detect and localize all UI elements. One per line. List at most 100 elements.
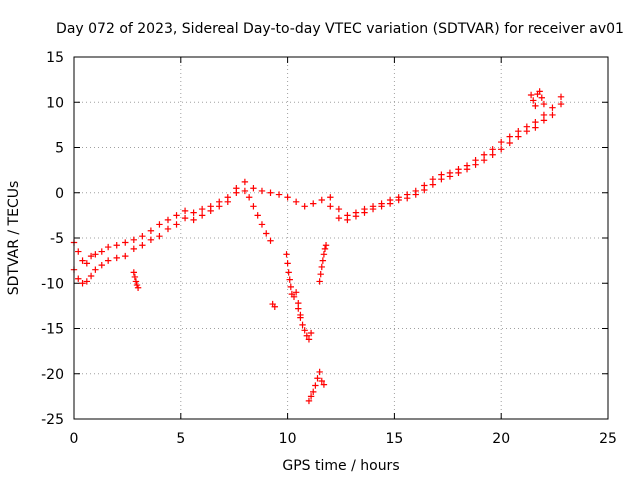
data-point xyxy=(498,138,505,146)
data-point xyxy=(404,194,411,202)
y-tick-label: -20 xyxy=(41,367,64,383)
data-point xyxy=(79,257,86,264)
data-point xyxy=(549,104,556,111)
data-point xyxy=(104,243,112,251)
data-point xyxy=(463,166,471,173)
x-tick-label: 15 xyxy=(385,431,403,447)
data-point xyxy=(297,314,304,321)
data-point xyxy=(310,200,317,207)
data-point xyxy=(284,260,291,267)
data-point xyxy=(361,209,368,216)
data-point xyxy=(98,261,105,269)
data-point xyxy=(241,178,249,186)
data-point xyxy=(122,252,129,260)
data-point xyxy=(352,213,360,220)
y-tick-label: 5 xyxy=(55,141,64,157)
data-marks xyxy=(70,88,565,405)
data-point xyxy=(532,118,539,126)
data-point xyxy=(314,375,321,382)
tick-labels: 0 5 10 15 20 25 -25 -20 -15 -10 -5 0 5 10 15 xyxy=(41,50,617,447)
data-point xyxy=(139,242,146,249)
data-point xyxy=(292,289,300,296)
data-point xyxy=(307,329,315,337)
data-point xyxy=(190,209,197,216)
x-tick-label: 5 xyxy=(176,431,185,447)
data-point xyxy=(327,203,334,210)
data-point xyxy=(412,191,419,198)
data-point xyxy=(198,212,206,219)
data-point xyxy=(299,321,306,329)
data-point xyxy=(301,203,308,210)
data-point xyxy=(283,251,290,258)
data-point xyxy=(557,100,565,108)
data-point xyxy=(286,276,293,283)
data-point xyxy=(327,194,334,201)
data-point xyxy=(113,254,120,262)
data-point xyxy=(523,128,531,135)
series-excursion-b xyxy=(245,194,274,244)
data-point xyxy=(181,214,189,222)
data-point xyxy=(429,175,437,183)
data-point xyxy=(216,203,223,210)
data-point xyxy=(498,146,505,153)
data-point xyxy=(307,393,315,400)
data-point xyxy=(224,198,231,205)
data-point xyxy=(540,117,548,124)
data-point xyxy=(295,299,302,307)
data-point xyxy=(285,269,292,276)
data-point xyxy=(287,283,295,291)
data-point xyxy=(275,191,283,198)
series-excursion-g xyxy=(316,242,330,285)
series-excursion-h xyxy=(527,88,548,110)
data-point xyxy=(131,273,139,281)
data-point xyxy=(438,175,445,183)
data-point xyxy=(480,151,488,158)
data-point xyxy=(147,236,155,244)
data-point xyxy=(506,139,513,147)
chart-title: Day 072 of 2023, Sidereal Day-to-day VTE… xyxy=(56,21,624,37)
y-tick-label: 15 xyxy=(46,50,64,66)
data-point xyxy=(369,205,377,213)
data-point xyxy=(130,236,138,244)
data-point xyxy=(104,257,112,264)
data-point xyxy=(87,252,95,260)
data-point xyxy=(130,245,138,253)
data-point xyxy=(318,263,325,271)
series-excursion-f xyxy=(305,368,328,405)
data-point xyxy=(316,278,323,285)
data-point xyxy=(290,293,298,301)
series-excursion-d xyxy=(283,251,304,319)
y-tick-label: -5 xyxy=(50,231,64,247)
data-point xyxy=(267,189,274,196)
data-point xyxy=(303,332,311,339)
y-tick-label: 0 xyxy=(55,186,64,202)
data-point xyxy=(421,186,428,194)
data-point xyxy=(164,216,172,224)
series-main-trend xyxy=(70,93,565,267)
data-point xyxy=(122,239,129,246)
data-point xyxy=(386,200,394,207)
data-point xyxy=(480,156,488,164)
data-point xyxy=(321,245,329,253)
data-point xyxy=(156,232,163,240)
data-point xyxy=(515,128,522,135)
data-point xyxy=(173,221,180,228)
data-point xyxy=(318,377,325,385)
data-point xyxy=(301,327,308,334)
data-point xyxy=(190,216,197,224)
data-point xyxy=(98,248,105,255)
data-point xyxy=(241,187,249,195)
data-point xyxy=(87,272,95,280)
data-point xyxy=(271,303,278,310)
data-point xyxy=(198,205,206,213)
data-point xyxy=(310,388,317,396)
y-tick-label: -15 xyxy=(41,322,64,338)
x-tick-label: 10 xyxy=(279,431,297,447)
data-point xyxy=(538,94,545,101)
data-point xyxy=(130,269,138,276)
data-point xyxy=(540,100,548,108)
data-point xyxy=(335,214,343,222)
data-point xyxy=(250,185,257,192)
x-tick-label: 25 xyxy=(599,431,617,447)
